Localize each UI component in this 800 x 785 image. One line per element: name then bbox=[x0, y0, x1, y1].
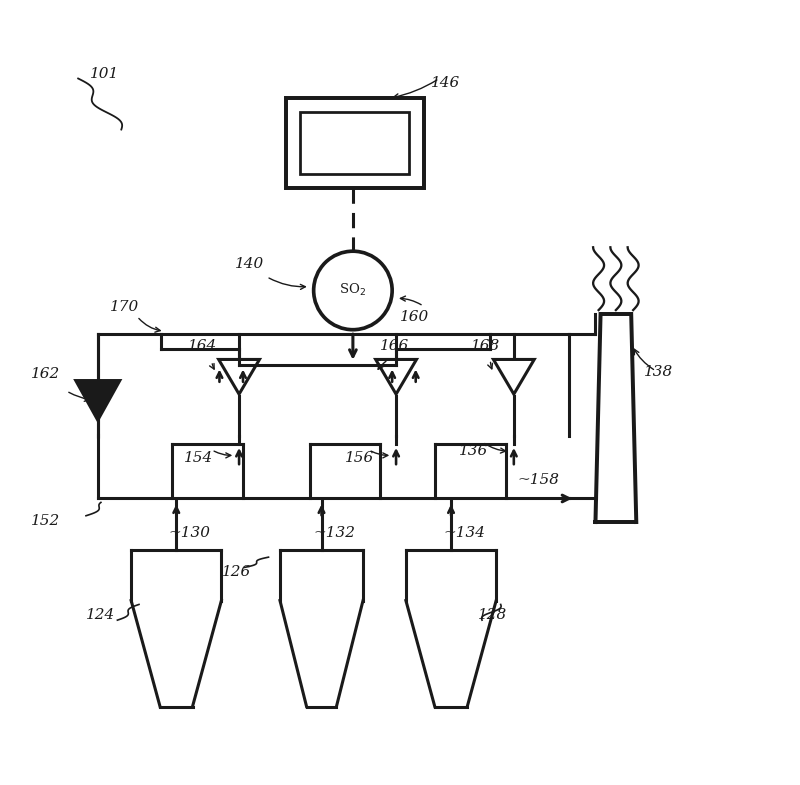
Text: 156: 156 bbox=[345, 451, 374, 466]
Text: 146: 146 bbox=[431, 76, 461, 90]
Text: 136: 136 bbox=[459, 444, 488, 458]
Polygon shape bbox=[76, 381, 120, 420]
Circle shape bbox=[314, 251, 392, 330]
Text: 162: 162 bbox=[31, 367, 60, 381]
Text: ~130: ~130 bbox=[169, 526, 210, 540]
Text: 160: 160 bbox=[400, 310, 430, 324]
Text: 126: 126 bbox=[222, 565, 251, 579]
Text: ~158: ~158 bbox=[518, 473, 560, 487]
Bar bbox=[286, 98, 423, 188]
Text: 124: 124 bbox=[86, 608, 115, 623]
Text: SO$_2$: SO$_2$ bbox=[339, 283, 366, 298]
Text: 168: 168 bbox=[470, 339, 500, 353]
Text: 170: 170 bbox=[110, 300, 139, 314]
Text: 166: 166 bbox=[380, 339, 410, 353]
Text: ~134: ~134 bbox=[443, 526, 485, 540]
Text: 154: 154 bbox=[184, 451, 214, 466]
Text: 101: 101 bbox=[90, 67, 119, 81]
Bar bbox=[300, 112, 410, 174]
Text: ~132: ~132 bbox=[314, 526, 356, 540]
Text: 138: 138 bbox=[644, 365, 674, 378]
Text: 164: 164 bbox=[188, 339, 218, 353]
Text: 152: 152 bbox=[31, 514, 60, 528]
Text: 140: 140 bbox=[235, 257, 264, 271]
Text: 128: 128 bbox=[478, 608, 507, 623]
